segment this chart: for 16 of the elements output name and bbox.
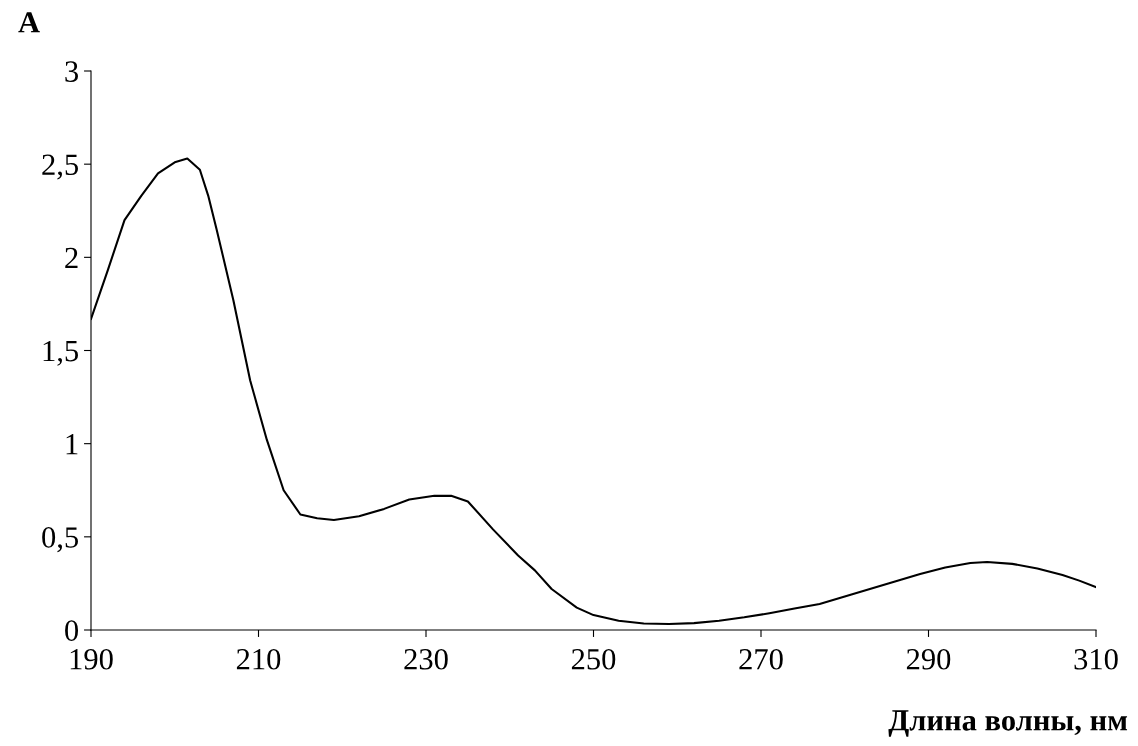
x-tick-label: 250 xyxy=(571,648,616,670)
chart-title: A xyxy=(18,12,40,33)
y-tick-label: 2 xyxy=(65,247,78,268)
y-tick-label: 0,5 xyxy=(42,527,78,553)
y-tick-label: 1,5 xyxy=(43,340,78,366)
x-tick-label: 270 xyxy=(739,648,783,670)
x-axis-title: Длина волны, нм xyxy=(888,710,1128,737)
x-tick-label: 230 xyxy=(404,648,448,670)
y-tick-label: 2,5 xyxy=(42,154,78,180)
x-tick-label: 190 xyxy=(70,648,113,670)
x-tick-label: 290 xyxy=(906,648,951,670)
y-tick-label: 3 xyxy=(65,61,78,82)
x-tick-label: 310 xyxy=(1074,648,1118,670)
y-tick-label: 1 xyxy=(66,434,78,455)
y-tick-label: 0 xyxy=(65,620,79,641)
x-tick-label: 210 xyxy=(236,648,281,670)
